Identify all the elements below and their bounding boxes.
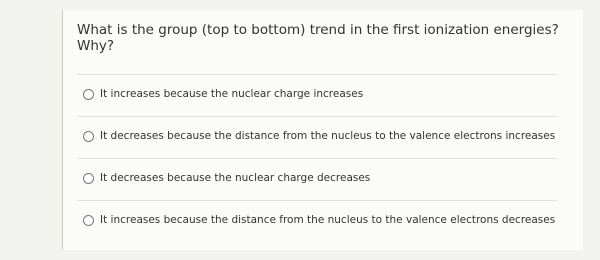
answer-option[interactable]: It decreases because the distance from t… [83,130,555,142]
separator [77,116,557,117]
option-label[interactable]: It decreases because the nuclear charge … [100,172,371,184]
radio-button[interactable] [83,88,94,100]
answer-option[interactable]: It increases because the distance from t… [83,214,555,226]
radio-button[interactable] [83,214,94,226]
option-label[interactable]: It increases because the distance from t… [100,214,556,226]
radio-button[interactable] [83,172,94,184]
answer-option[interactable]: It increases because the nuclear charge … [83,88,363,100]
option-label[interactable]: It increases because the nuclear charge … [100,88,364,100]
separator [77,74,557,75]
separator [77,158,557,159]
question-text: What is the group (top to bottom) trend … [77,22,559,54]
separator [77,200,557,201]
option-label[interactable]: It decreases because the distance from t… [100,130,556,142]
question-card: What is the group (top to bottom) trend … [62,10,583,250]
answer-option[interactable]: It decreases because the nuclear charge … [83,172,370,184]
radio-button[interactable] [83,130,94,142]
